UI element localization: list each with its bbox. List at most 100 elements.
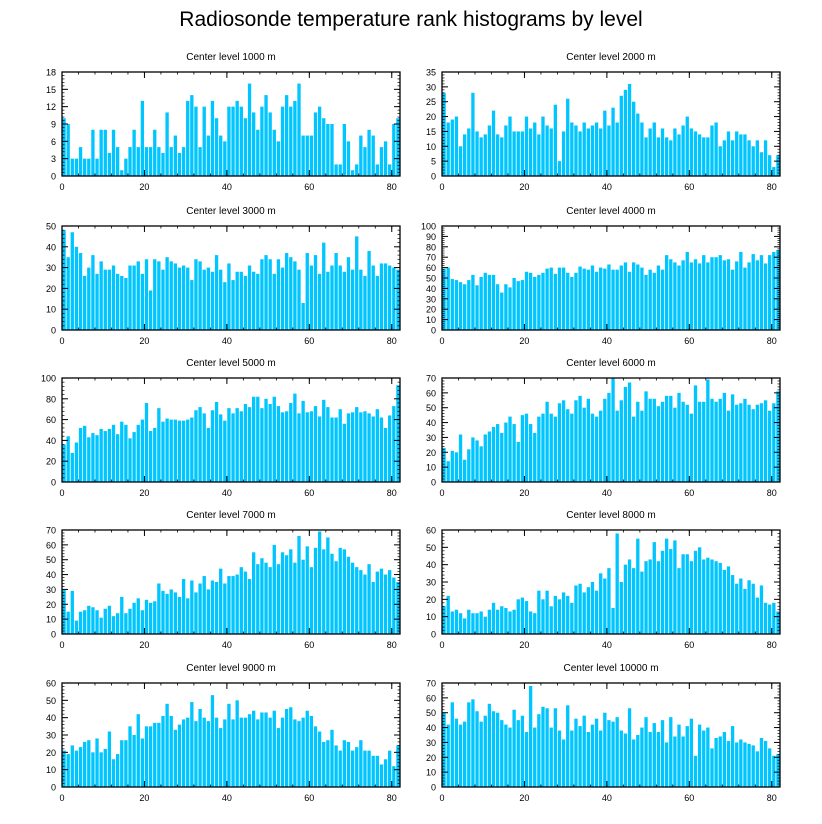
bar — [636, 113, 640, 176]
y-tick-label: 30 — [426, 82, 436, 92]
panel-title: Center level 4000 m — [566, 206, 656, 217]
bar — [599, 267, 603, 330]
bar — [743, 742, 747, 787]
bar — [607, 568, 611, 634]
bar — [763, 263, 768, 330]
plot-frame — [441, 682, 781, 788]
y-tick-label: 15 — [46, 85, 56, 95]
bar — [689, 561, 694, 634]
bar — [710, 398, 714, 482]
bar — [504, 284, 508, 330]
bar — [759, 585, 764, 634]
bar — [371, 135, 375, 176]
bar — [615, 533, 619, 634]
panel-title: Center level 6000 m — [566, 358, 656, 369]
bar — [186, 100, 190, 176]
bar — [726, 131, 731, 176]
bar — [206, 267, 210, 330]
bar — [446, 724, 450, 787]
bar — [247, 579, 252, 634]
bar — [570, 602, 574, 634]
bar — [367, 250, 371, 330]
y-tick-label: 20 — [46, 284, 56, 294]
bar — [161, 715, 165, 787]
bar — [644, 274, 648, 330]
bar — [652, 542, 656, 634]
bar — [268, 567, 272, 634]
y-tick-label: 20 — [46, 748, 56, 758]
bar — [611, 107, 615, 176]
bar — [120, 421, 124, 482]
bar — [342, 549, 347, 634]
bar — [301, 717, 305, 787]
y-tick-label: 0 — [51, 630, 56, 640]
y-tick-label: 50 — [426, 543, 436, 553]
bar — [714, 561, 718, 634]
bar — [70, 452, 74, 482]
bar — [330, 124, 334, 176]
panel-title: Center level 1000 m — [186, 52, 276, 63]
bar — [214, 118, 219, 176]
bar — [669, 259, 673, 330]
bar — [755, 751, 759, 787]
bar — [566, 409, 570, 482]
bar — [214, 582, 219, 634]
bar — [276, 259, 281, 330]
bar — [268, 717, 272, 787]
bar — [301, 302, 305, 330]
bar — [594, 271, 599, 330]
bar — [140, 273, 145, 330]
figure-title: Radiosonde temperature rank histograms b… — [179, 8, 643, 31]
bar — [194, 721, 198, 787]
bar — [107, 731, 112, 787]
bar — [379, 568, 384, 634]
bar — [768, 748, 772, 787]
bar — [677, 724, 681, 787]
bar — [235, 271, 239, 330]
bar — [165, 418, 169, 482]
y-tick-label: 20 — [426, 448, 436, 458]
x-tick-label: 40 — [602, 336, 612, 346]
bar — [520, 715, 525, 787]
x-tick-label: 80 — [767, 182, 777, 192]
x-tick-label: 80 — [387, 182, 397, 192]
bar — [632, 416, 636, 482]
bar — [359, 412, 363, 482]
bar — [640, 267, 644, 330]
bar — [363, 147, 367, 176]
bar — [87, 605, 91, 634]
bar — [681, 554, 685, 634]
bar — [533, 613, 537, 634]
bar — [202, 576, 206, 634]
bar — [702, 559, 706, 634]
bar — [128, 265, 132, 330]
bar — [500, 137, 504, 176]
bar — [524, 413, 529, 482]
bar — [317, 106, 322, 176]
bar — [346, 141, 351, 176]
bar — [516, 131, 520, 176]
bar — [681, 260, 685, 330]
x-tick-label: 60 — [304, 336, 314, 346]
bar — [136, 147, 140, 176]
bar — [710, 559, 714, 634]
bar — [763, 140, 768, 176]
bar — [693, 131, 698, 176]
bar — [206, 589, 210, 634]
y-tick-label: 60 — [46, 679, 56, 689]
bar — [173, 263, 178, 330]
bar — [181, 147, 186, 176]
bar — [512, 609, 516, 634]
bar — [768, 410, 772, 482]
bar — [297, 535, 301, 634]
bar — [516, 720, 520, 787]
bar — [157, 261, 161, 330]
bar — [697, 401, 702, 482]
bar — [161, 421, 165, 482]
bar — [157, 583, 161, 634]
bar — [214, 717, 219, 787]
y-tick-label: 50 — [426, 274, 436, 284]
bar — [70, 232, 74, 330]
bar — [681, 401, 685, 482]
panel-2: Center level 2000 m 0 20 40 60 80 0 5 10 15 20 25 30… — [426, 52, 781, 192]
